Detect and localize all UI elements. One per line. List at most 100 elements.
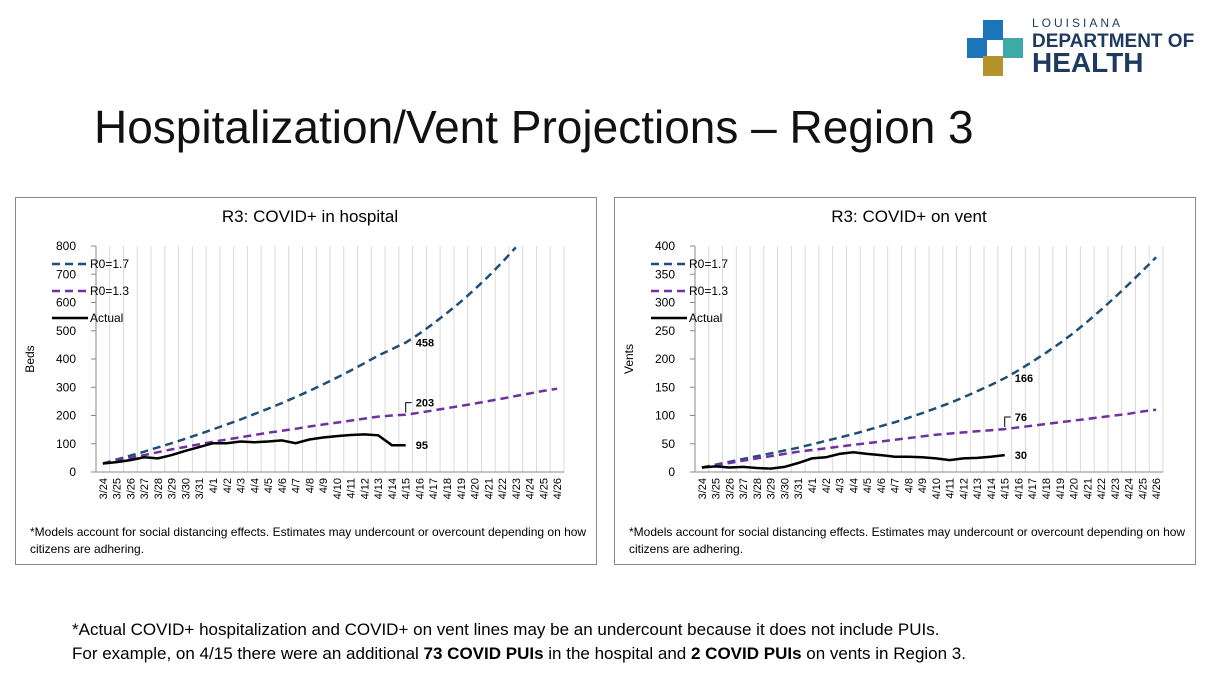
x-tick-label: 4/22 bbox=[497, 478, 509, 499]
y-axis-label: Beds bbox=[23, 345, 37, 372]
x-tick-label: 4/5 bbox=[263, 478, 275, 493]
x-tick-label: 4/15 bbox=[1000, 478, 1012, 499]
x-tick-label: 3/30 bbox=[180, 478, 192, 499]
y-tick-label: 100 bbox=[56, 437, 76, 451]
x-tick-label: 4/16 bbox=[414, 478, 426, 499]
x-tick-label: 4/26 bbox=[1151, 478, 1163, 499]
x-tick-label: 4/9 bbox=[318, 478, 330, 493]
x-tick-label: 3/31 bbox=[793, 478, 805, 499]
y-tick-label: 100 bbox=[655, 409, 675, 423]
chart-title: R3: COVID+ on vent bbox=[831, 207, 987, 226]
x-tick-label: 3/31 bbox=[194, 478, 206, 499]
x-tick-label: 4/24 bbox=[1124, 478, 1136, 499]
y-tick-label: 700 bbox=[56, 267, 76, 281]
x-tick-label: 3/29 bbox=[766, 478, 778, 499]
legend-label: R0=1.7 bbox=[90, 257, 129, 271]
x-tick-label: 4/18 bbox=[1041, 478, 1053, 499]
y-tick-label: 0 bbox=[69, 465, 76, 479]
footnote-line: For example, on 4/15 there were an addit… bbox=[72, 642, 966, 666]
x-tick-label: 4/16 bbox=[1013, 478, 1025, 499]
y-tick-label: 400 bbox=[655, 239, 675, 253]
x-tick-label: 4/9 bbox=[917, 478, 929, 493]
x-tick-label: 4/13 bbox=[373, 478, 385, 499]
text: on vents in Region 3. bbox=[801, 644, 966, 663]
y-tick-label: 200 bbox=[56, 409, 76, 423]
x-tick-label: 4/2 bbox=[821, 478, 833, 493]
x-tick-label: 4/25 bbox=[1137, 478, 1149, 499]
y-tick-label: 300 bbox=[655, 296, 675, 310]
x-tick-label: 3/26 bbox=[724, 478, 736, 499]
logo-cross bbox=[987, 40, 1001, 54]
x-tick-label: 4/14 bbox=[387, 478, 399, 499]
y-tick-label: 350 bbox=[655, 267, 675, 281]
x-tick-label: 4/26 bbox=[552, 478, 564, 499]
x-tick-label: 4/17 bbox=[1027, 478, 1039, 499]
x-tick-label: 4/4 bbox=[249, 478, 261, 493]
x-tick-label: 4/21 bbox=[483, 478, 495, 499]
x-tick-label: 4/3 bbox=[236, 478, 248, 493]
x-tick-label: 4/11 bbox=[346, 478, 358, 499]
data-label: 458 bbox=[416, 338, 434, 350]
data-label: 76 bbox=[1015, 412, 1027, 424]
footnote: *Actual COVID+ hospitalization and COVID… bbox=[72, 618, 966, 666]
x-tick-label: 4/17 bbox=[428, 478, 440, 499]
x-tick-label: 4/6 bbox=[277, 478, 289, 493]
y-tick-label: 250 bbox=[655, 324, 675, 338]
series-line bbox=[701, 450, 1005, 470]
x-tick-label: 3/25 bbox=[112, 478, 124, 499]
x-tick-label: 4/24 bbox=[525, 478, 537, 499]
x-tick-label: 4/22 bbox=[1096, 478, 1108, 499]
legend-label: R0=1.7 bbox=[689, 257, 728, 271]
footnote-line: *Actual COVID+ hospitalization and COVID… bbox=[72, 620, 940, 639]
data-label: 30 bbox=[1015, 450, 1027, 462]
logo-top: LOUISIANA bbox=[1032, 16, 1124, 30]
x-tick-label: 3/28 bbox=[153, 478, 165, 499]
chart: R3: COVID+ on vent Vents 0 50 100 150 200 250 30… bbox=[622, 207, 1164, 499]
x-tick-label: 4/7 bbox=[890, 478, 902, 493]
x-tick-label: 4/20 bbox=[1069, 478, 1081, 499]
x-tick-label: 4/6 bbox=[876, 478, 888, 493]
x-tick-label: 4/1 bbox=[807, 478, 819, 493]
y-tick-label: 500 bbox=[56, 324, 76, 338]
x-tick-label: 4/12 bbox=[958, 478, 970, 499]
legend-label: Actual bbox=[689, 311, 722, 325]
series-line bbox=[701, 408, 1157, 469]
y-tick-label: 800 bbox=[56, 239, 76, 253]
x-tick-label: 3/27 bbox=[738, 478, 750, 499]
x-tick-label: 4/25 bbox=[538, 478, 550, 499]
y-tick-label: 200 bbox=[655, 352, 675, 366]
chart: R3: COVID+ in hospital Beds 0 100 200 300 400 5… bbox=[23, 207, 565, 499]
legend-label: R0=1.3 bbox=[689, 284, 728, 298]
logo-bottom: HEALTH bbox=[1032, 47, 1144, 78]
x-tick-label: 4/15 bbox=[401, 478, 413, 499]
x-tick-label: 4/23 bbox=[511, 478, 523, 499]
x-tick-label: 4/13 bbox=[972, 478, 984, 499]
logo-middle: DEPARTMENT OF bbox=[1032, 31, 1195, 52]
x-tick-label: 4/12 bbox=[359, 478, 371, 499]
leader bbox=[405, 402, 412, 413]
data-label: 95 bbox=[416, 440, 428, 452]
y-tick-label: 150 bbox=[655, 380, 675, 394]
series-line bbox=[102, 433, 406, 465]
x-tick-label: 3/28 bbox=[752, 478, 764, 499]
x-tick-label: 4/20 bbox=[470, 478, 482, 499]
x-tick-label: 4/1 bbox=[208, 478, 220, 493]
x-tick-label: 4/3 bbox=[835, 478, 847, 493]
y-tick-label: 300 bbox=[56, 380, 76, 394]
logo-block bbox=[1003, 38, 1023, 58]
series-line bbox=[102, 387, 558, 465]
x-tick-label: 4/10 bbox=[931, 478, 943, 499]
logo-block bbox=[983, 56, 1003, 76]
x-tick-label: 4/4 bbox=[848, 478, 860, 493]
chart-box: R3: COVID+ in hospital Beds 0 100 200 300 400 5… bbox=[15, 197, 597, 565]
x-tick-label: 3/26 bbox=[125, 478, 137, 499]
x-tick-label: 4/7 bbox=[291, 478, 303, 493]
x-tick-label: 4/11 bbox=[945, 478, 957, 499]
chart-title: R3: COVID+ in hospital bbox=[222, 207, 398, 226]
emphasis: 73 COVID PUIs bbox=[423, 644, 544, 663]
logo-block bbox=[983, 20, 1003, 40]
text: For example, on 4/15 there were an addit… bbox=[72, 644, 424, 663]
chart-note: *Models account for social distancing ef… bbox=[30, 525, 587, 556]
x-tick-label: 4/14 bbox=[986, 478, 998, 499]
x-tick-label: 4/8 bbox=[304, 478, 316, 493]
